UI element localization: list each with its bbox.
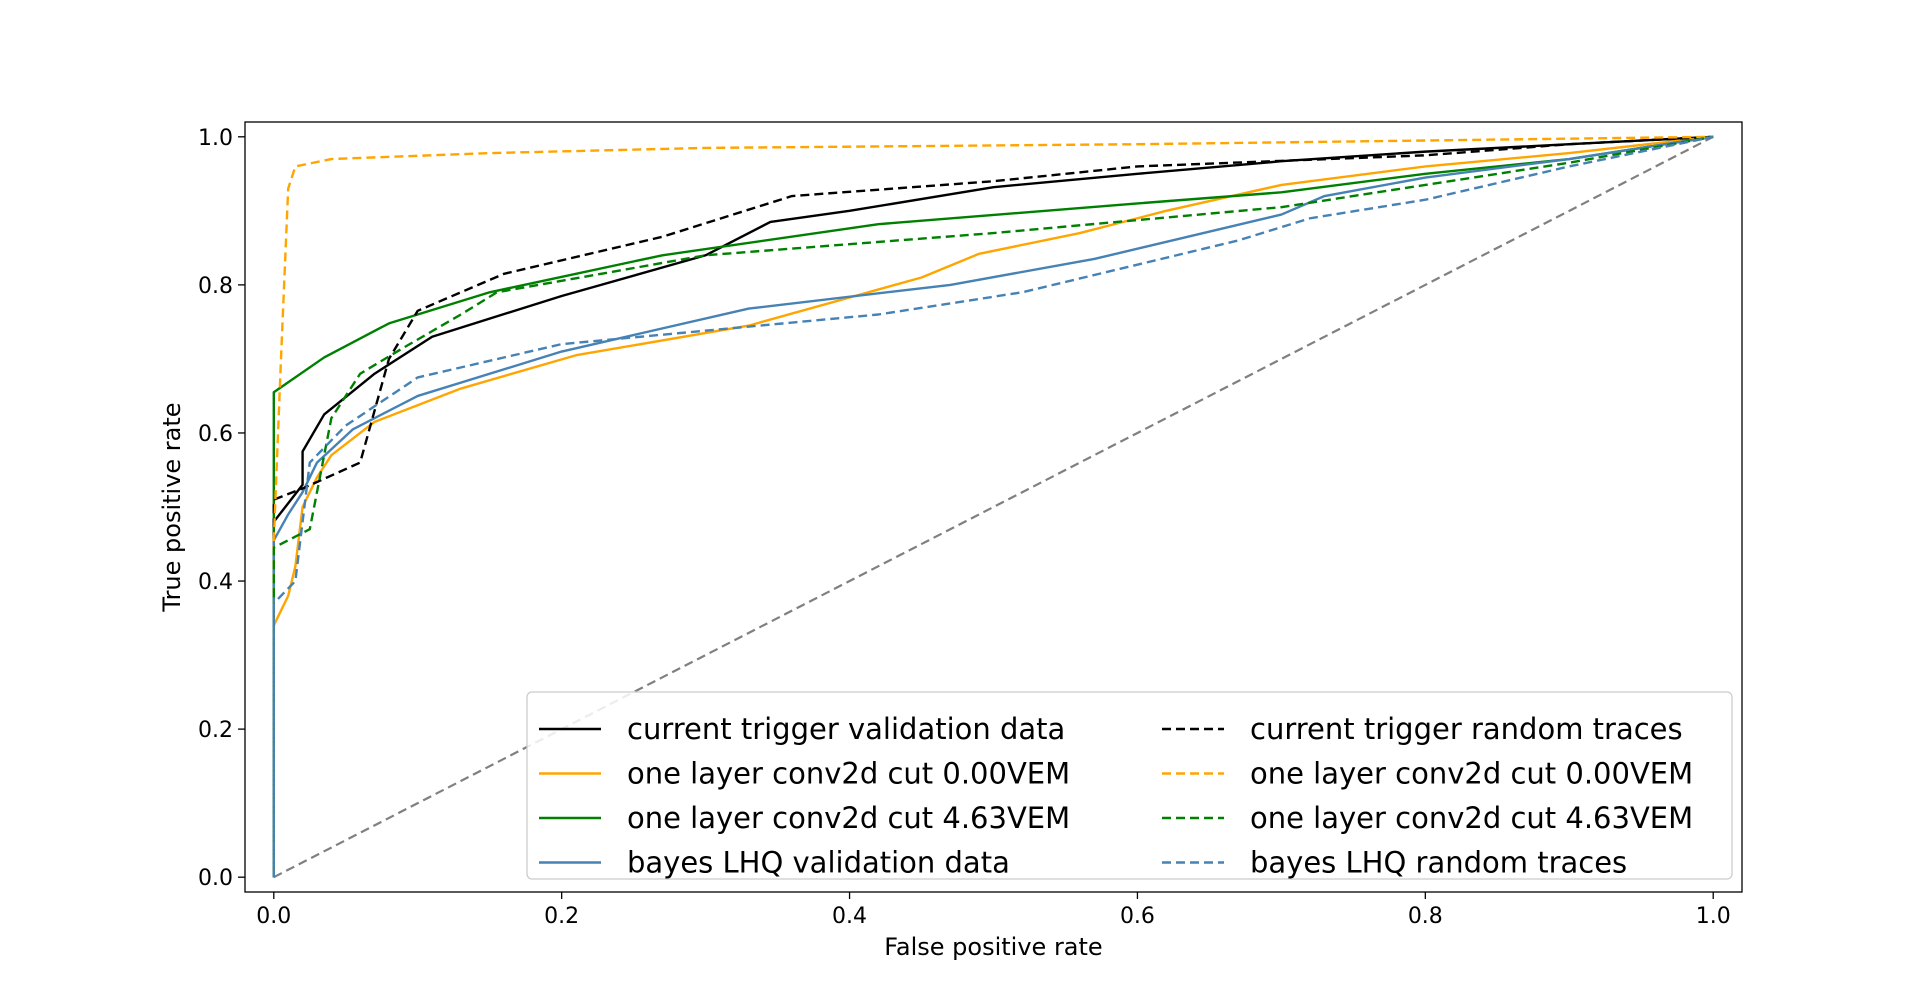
x-tick-label: 0.2 <box>544 904 579 929</box>
legend-entry-label: bayes LHQ random traces <box>1250 846 1627 880</box>
y-tick-label: 0.4 <box>198 570 233 595</box>
x-tick-label: 0.0 <box>256 904 291 929</box>
y-tick-label: 0.2 <box>198 718 233 743</box>
legend-entry-label: one layer conv2d cut 4.63VEM <box>1250 801 1693 835</box>
reference-diagonal-line <box>273 135 1714 879</box>
legend-entry-label: current trigger validation data <box>627 712 1065 746</box>
x-axis-label: False positive rate <box>884 933 1102 961</box>
y-tick-label: 0.6 <box>198 422 233 447</box>
y-axis-ticks: 0.0 0.2 0.4 0.6 0.8 1.0 <box>198 126 245 891</box>
y-tick-label: 0.8 <box>198 274 233 299</box>
legend-entry-label: one layer conv2d cut 4.63VEM <box>627 801 1070 835</box>
legend-box <box>526 691 1733 880</box>
plot-lines <box>272 135 1714 879</box>
series-line-one-layer-conv2d-cut-0-00vem-solid <box>272 135 1714 878</box>
series-line-bayes-lhq-random-traces-dashed <box>272 135 1714 878</box>
series-line-bayes-lhq-validation-data-solid <box>272 135 1714 878</box>
series-line-one-layer-conv2d-cut-4-63vem-solid <box>272 135 1714 878</box>
legend-entry-label: one layer conv2d cut 0.00VEM <box>1250 757 1693 791</box>
y-tick-label: 1.0 <box>198 126 233 151</box>
series-line-one-layer-conv2d-cut-0-00vem-dashed <box>272 135 1714 878</box>
legend-entry-label: current trigger random traces <box>1250 712 1683 746</box>
x-tick-label: 0.8 <box>1408 904 1443 929</box>
x-tick-label: 0.6 <box>1120 904 1155 929</box>
series-line-current-trigger-validation-data-solid <box>272 135 1714 878</box>
y-tick-label: 0.0 <box>198 866 233 891</box>
legend-entry-label: one layer conv2d cut 0.00VEM <box>627 757 1070 791</box>
x-axis-ticks: 0.0 0.2 0.4 0.6 0.8 1.0 <box>256 892 1731 929</box>
series-line-current-trigger-random-traces-dashed <box>272 135 1714 878</box>
legend: current trigger validation data one layer… <box>526 691 1733 880</box>
plot-frame <box>244 121 1743 893</box>
series-line-one-layer-conv2d-cut-4-63vem-dashed <box>272 135 1714 878</box>
legend-entry-label: bayes LHQ validation data <box>627 846 1010 880</box>
x-tick-label: 1.0 <box>1696 904 1731 929</box>
y-axis-label: True positive rate <box>158 402 186 612</box>
x-tick-label: 0.4 <box>832 904 867 929</box>
